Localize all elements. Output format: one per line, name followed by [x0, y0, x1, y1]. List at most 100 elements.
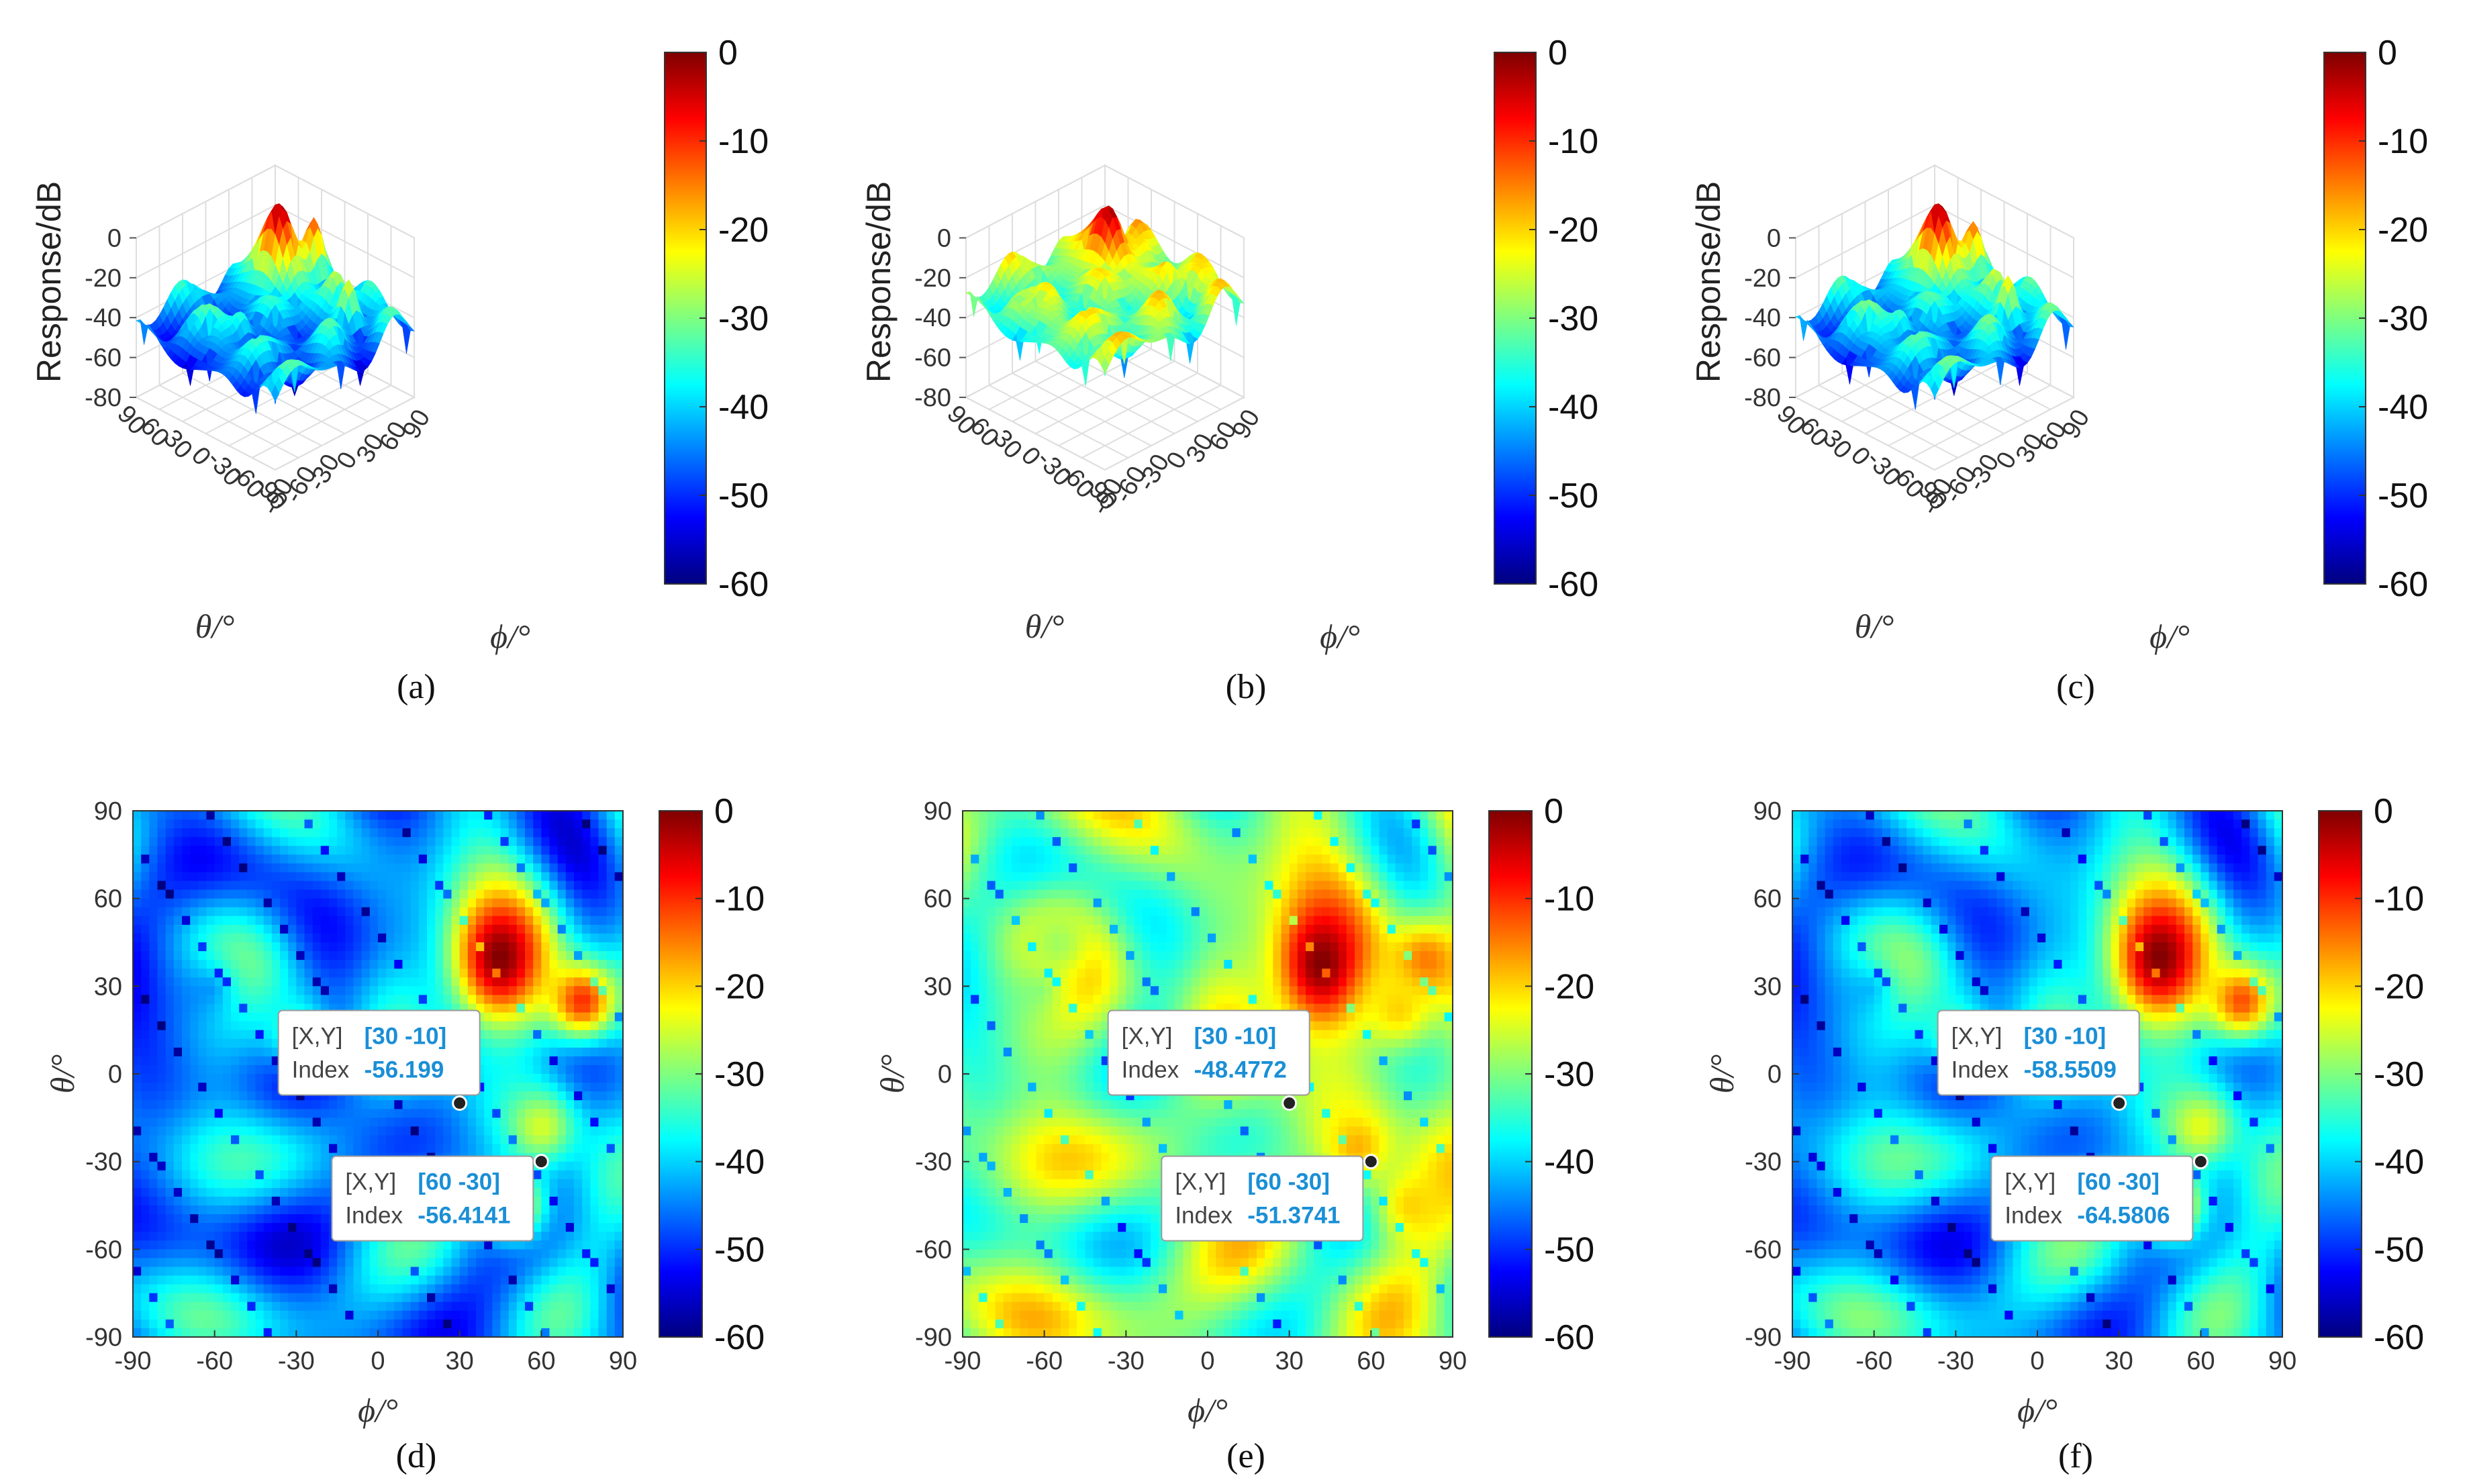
heatmap-d-cell	[614, 828, 624, 838]
heatmap-d-cell	[353, 907, 362, 917]
heatmap-d-cell	[369, 828, 379, 838]
heatmap-d-cell	[484, 916, 493, 926]
heatmap-d-cell	[394, 933, 403, 943]
surface-a-caption: (a)	[397, 668, 436, 706]
heatmap-d-cell	[304, 863, 313, 873]
heatmap-d-cell	[500, 872, 510, 882]
heatmap-d-cell	[173, 933, 183, 943]
heatmap-d-cell	[394, 898, 403, 908]
heatmap-d-cell	[443, 933, 452, 943]
heatmap-d-cell	[549, 933, 559, 943]
surface-b-z-tick-label: -40	[914, 304, 951, 332]
heatmap-d-cell	[435, 846, 444, 855]
surface-b-theta-label: θ/°	[1025, 607, 1064, 645]
heatmap-d-cell	[467, 898, 477, 908]
heatmap-d-cell	[467, 820, 477, 829]
heatmap-d-cell	[614, 846, 624, 855]
heatmap-d-cell	[590, 854, 599, 864]
heatmap-d-cell	[296, 916, 305, 926]
heatmap-d-cell	[239, 820, 248, 829]
surface-a-colorbar-tick-label: -50	[718, 477, 769, 515]
heatmap-d-cell	[606, 924, 616, 934]
heatmap-d-cell	[410, 872, 420, 882]
heatmap-d-cell	[214, 907, 224, 917]
heatmap-d-cell	[271, 881, 281, 891]
heatmap-d-cell	[353, 854, 362, 864]
heatmap-d-cell	[418, 898, 428, 908]
heatmap-d-cell	[165, 854, 175, 864]
heatmap-d-cell	[386, 907, 395, 917]
heatmap-d-cell	[271, 924, 281, 934]
heatmap-d-cell	[165, 863, 175, 873]
heatmap-d-cell	[533, 837, 542, 846]
heatmap-d-cell	[296, 837, 305, 846]
heatmap-d-cell	[492, 916, 501, 926]
heatmap-d-cell	[565, 837, 575, 846]
heatmap-d-cell	[149, 881, 158, 891]
heatmap-d-cell	[149, 916, 158, 926]
heatmap-d-cell	[508, 889, 518, 899]
heatmap-d-cell	[198, 881, 207, 891]
heatmap-d-cell	[345, 854, 354, 864]
heatmap-d-cell	[361, 846, 371, 855]
heatmap-d-cell	[280, 863, 289, 873]
heatmap-d-cell	[402, 828, 412, 838]
heatmap-d-cell	[549, 881, 559, 891]
heatmap-d-cell	[304, 916, 313, 926]
heatmap-d-cell	[476, 898, 485, 908]
heatmap-d-cell	[459, 907, 469, 917]
heatmap-d-cell	[427, 881, 436, 891]
heatmap-d-cell	[173, 916, 183, 926]
heatmap-d-cell	[386, 854, 395, 864]
heatmap-d-cell	[582, 889, 591, 899]
heatmap-d-cell	[329, 933, 338, 943]
heatmap-d-cell	[459, 898, 469, 908]
heatmap-d-cell	[231, 881, 240, 891]
heatmap-d-cell	[451, 924, 461, 934]
heatmap-d-cell	[500, 924, 510, 934]
heatmap-d-cell	[606, 828, 616, 838]
heatmap-d-cell	[149, 889, 158, 899]
heatmap-d-cell	[574, 854, 583, 864]
heatmap-d-cell	[329, 889, 338, 899]
heatmap-d-cell	[516, 846, 526, 855]
heatmap-d-cell	[582, 924, 591, 934]
heatmap-d-cell	[320, 916, 330, 926]
heatmap-d-cell	[435, 837, 444, 846]
surface-a-z-tick-label: -40	[85, 304, 122, 332]
heatmap-d-cell	[557, 889, 567, 899]
surface-a-surface	[136, 203, 415, 414]
heatmap-d-cell	[329, 811, 338, 820]
heatmap-d-cell	[173, 881, 183, 891]
heatmap-d-cell	[394, 872, 403, 882]
surface-c-theta-label: θ/°	[1855, 607, 1894, 645]
heatmap-d-cell	[565, 854, 575, 864]
heatmap-d-cell	[590, 881, 599, 891]
heatmap-d-cell	[353, 872, 362, 882]
heatmap-d-cell	[214, 863, 224, 873]
heatmap-d-cell	[476, 811, 485, 820]
heatmap-d-cell	[435, 820, 444, 829]
heatmap-d-cell	[582, 916, 591, 926]
heatmap-d-cell	[312, 837, 322, 846]
heatmap-d-cell	[590, 907, 599, 917]
heatmap-d-cell	[149, 898, 158, 908]
heatmap-d-cell	[165, 898, 175, 908]
heatmap-d-cell	[574, 863, 583, 873]
heatmap-d-cell	[133, 881, 142, 891]
heatmap-d-cell	[516, 820, 526, 829]
heatmap-d-cell	[141, 820, 150, 829]
heatmap-d-cell	[182, 837, 191, 846]
heatmap-d-cell	[337, 872, 346, 882]
heatmap-d-cell	[263, 933, 273, 943]
heatmap-d-cell	[337, 907, 346, 917]
heatmap-d-cell	[427, 916, 436, 926]
heatmap-d-cell	[541, 872, 550, 882]
heatmap-d-cell	[361, 898, 371, 908]
heatmap-d-cell	[190, 837, 199, 846]
surface-chart-b: 0-20-40-60-809060300-30-60-90-90-60-3003…	[860, 34, 1598, 706]
heatmap-d-cell	[508, 811, 518, 820]
heatmap-d-cell	[459, 811, 469, 820]
heatmap-d-cell	[263, 811, 273, 820]
heatmap-d-cell	[557, 872, 567, 882]
